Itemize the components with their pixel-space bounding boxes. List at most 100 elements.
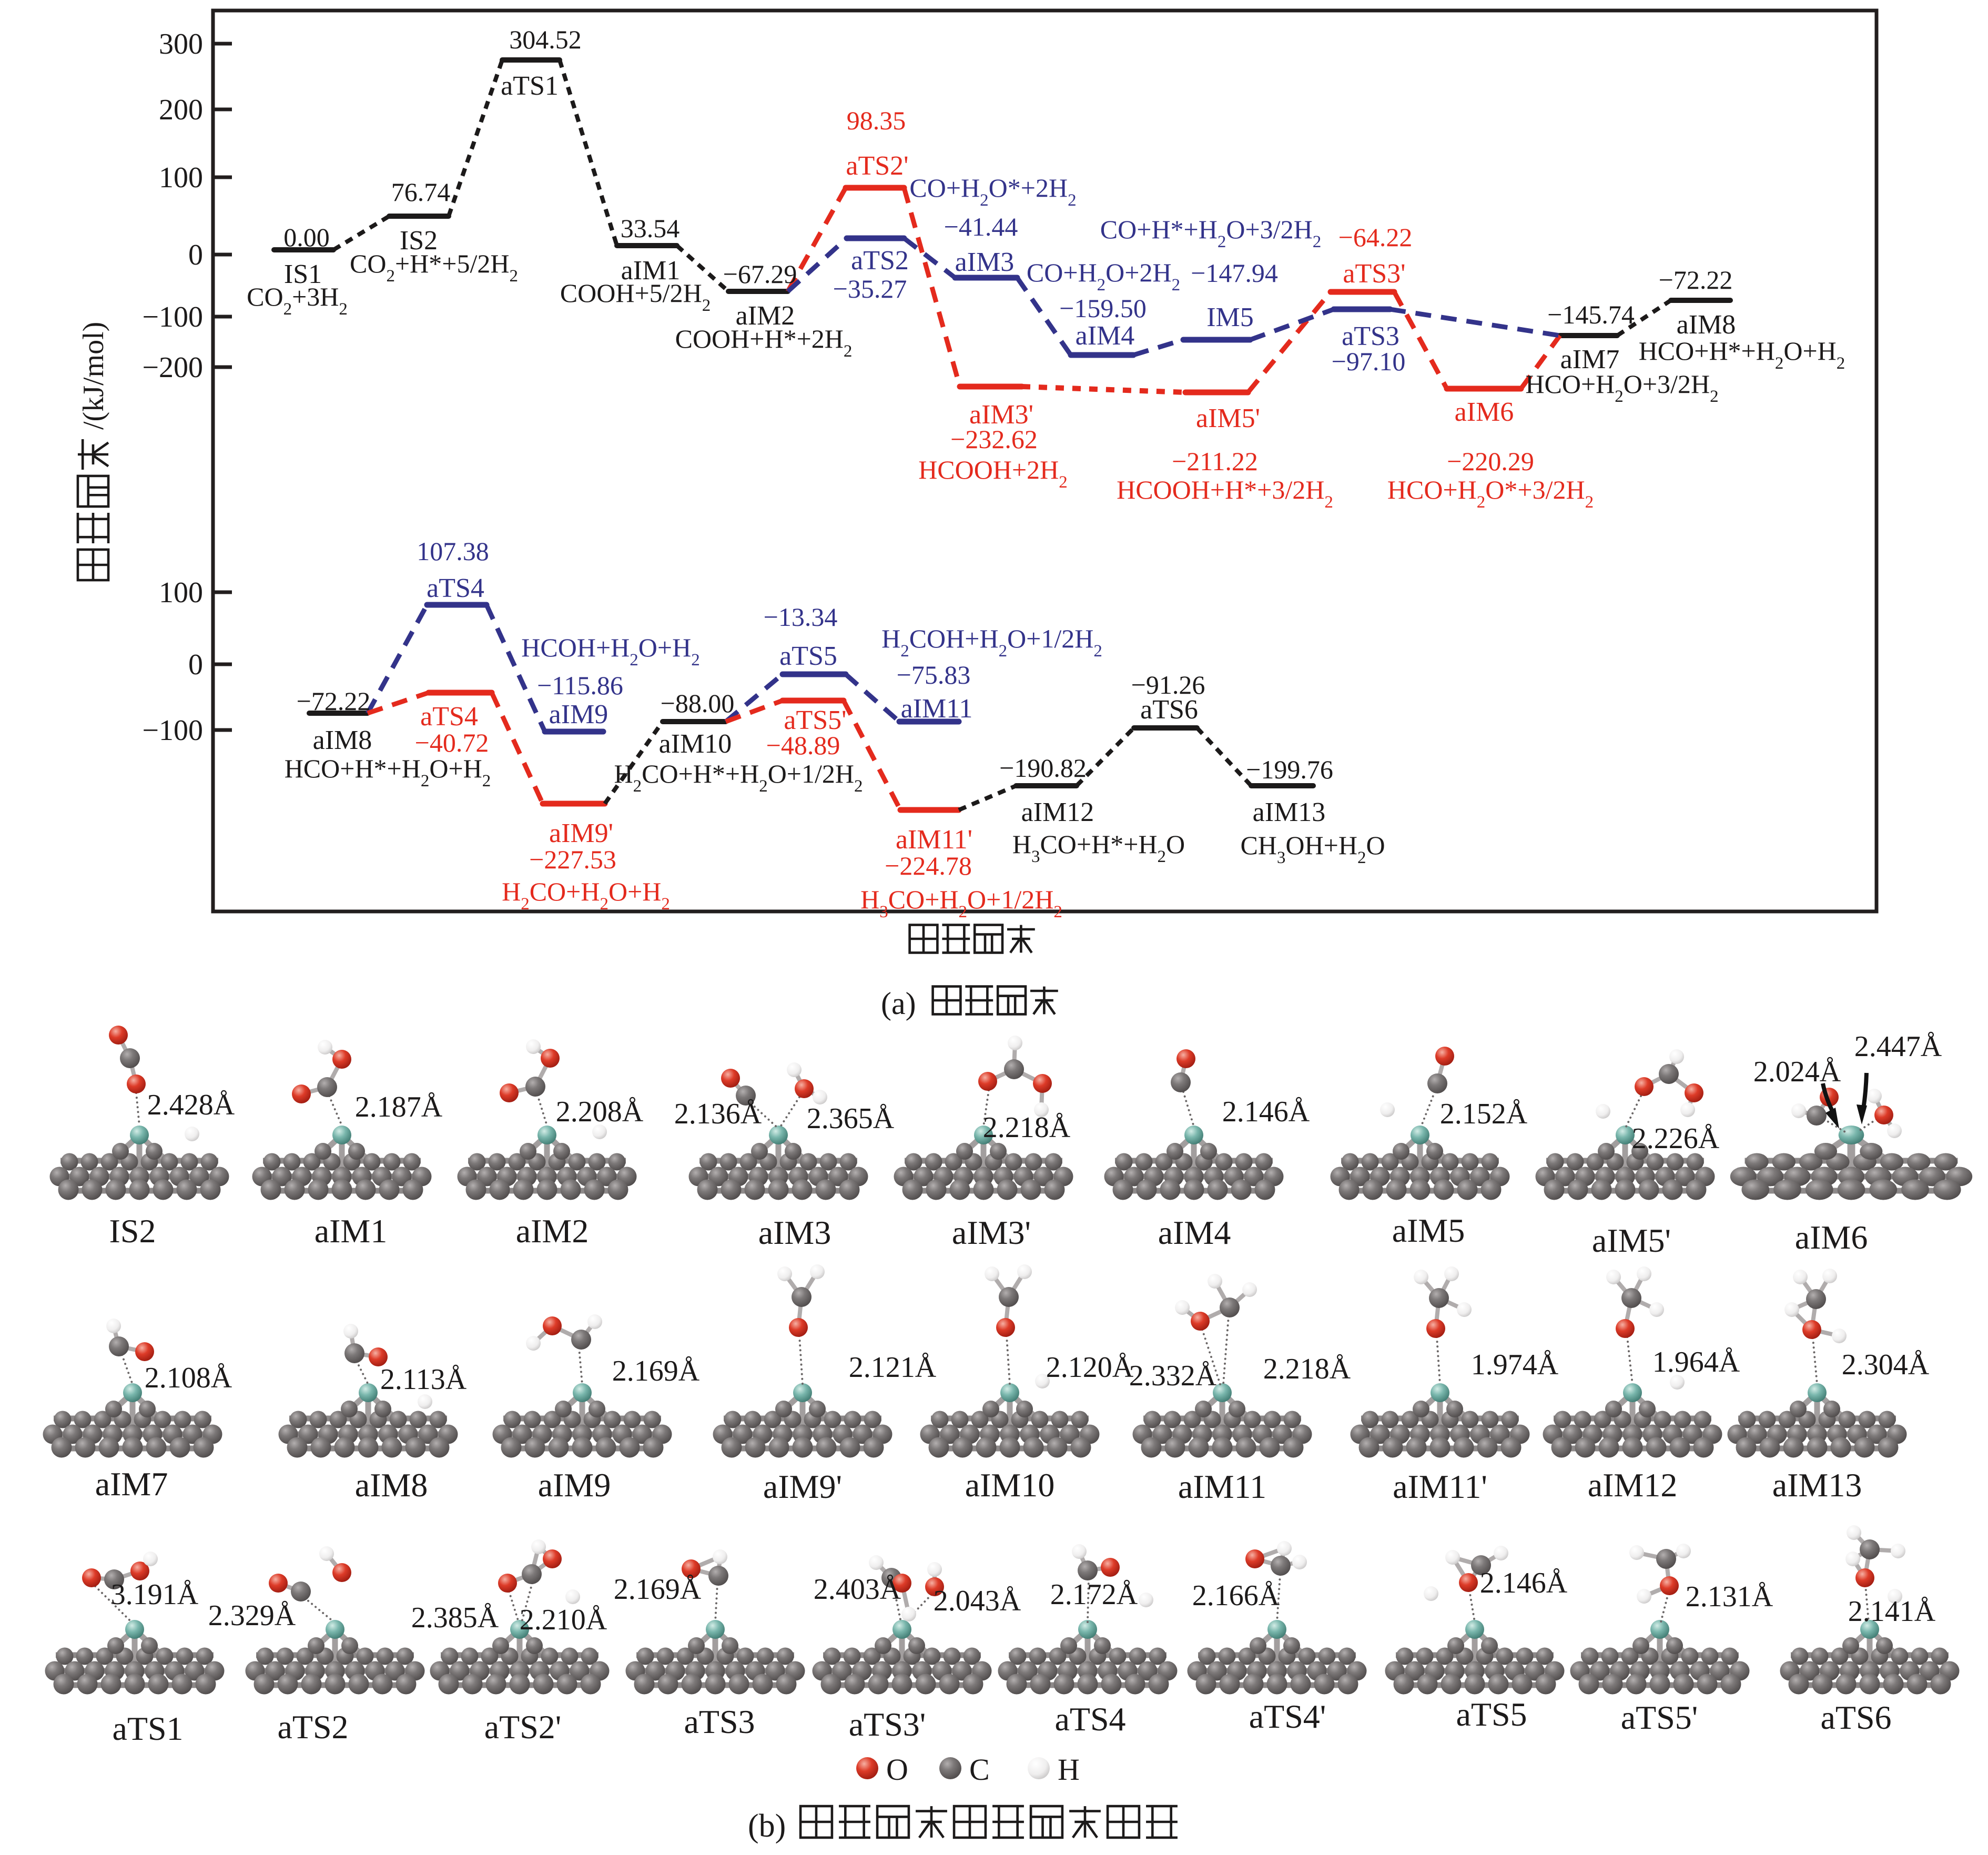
svg-text:aIM3: aIM3 — [955, 247, 1015, 277]
svg-text:2.121Å: 2.121Å — [849, 1351, 937, 1384]
svg-text:33.54: 33.54 — [621, 214, 680, 243]
svg-text:2.218Å: 2.218Å — [983, 1111, 1071, 1144]
svg-text:CO2​+H*+5/2H2​: CO2​+H*+5/2H2​ — [350, 249, 518, 286]
svg-text:H2​CO+H*+H2​O+1/2H2​: H2​CO+H*+H2​O+1/2H2​ — [614, 759, 863, 796]
svg-text:aTS5: aTS5 — [779, 641, 837, 671]
svg-text:aIM2: aIM2 — [516, 1212, 589, 1250]
svg-text:−224.78: −224.78 — [885, 851, 972, 880]
svg-text:CO+H2​O+2H2​: CO+H2​O+2H2​ — [1027, 258, 1180, 295]
svg-text:200: 200 — [159, 94, 203, 126]
svg-text:aIM9: aIM9 — [538, 1466, 611, 1504]
svg-text:2.428Å: 2.428Å — [147, 1089, 235, 1121]
svg-text:CH3​OH+H2​O: CH3​OH+H2​O — [1240, 830, 1385, 867]
svg-text:aIM13: aIM13 — [1253, 797, 1326, 827]
svg-text:2.169Å: 2.169Å — [614, 1573, 702, 1606]
svg-text:aTS1: aTS1 — [501, 71, 559, 101]
svg-text:2.329Å: 2.329Å — [208, 1599, 296, 1632]
svg-text:−115.86: −115.86 — [537, 671, 623, 700]
svg-text:aIM8: aIM8 — [355, 1466, 428, 1504]
svg-text:aIM1: aIM1 — [315, 1212, 388, 1250]
svg-text:aIM8: aIM8 — [313, 725, 372, 755]
svg-text:aTS4: aTS4 — [420, 702, 478, 732]
svg-text:2.024Å: 2.024Å — [1753, 1056, 1841, 1088]
svg-text:0: 0 — [188, 239, 203, 271]
svg-text:H: H — [1058, 1752, 1080, 1787]
svg-text:−40.72: −40.72 — [415, 728, 489, 757]
svg-text:−64.22: −64.22 — [1338, 222, 1413, 252]
svg-text:100: 100 — [159, 576, 203, 609]
svg-text:aTS6: aTS6 — [1140, 695, 1198, 725]
svg-text:CO2​+3H2​: CO2​+3H2​ — [247, 282, 348, 319]
svg-text:aTS5': aTS5' — [784, 705, 846, 735]
svg-text:aIM1: aIM1 — [621, 256, 681, 286]
svg-text:−97.10: −97.10 — [1332, 347, 1406, 376]
svg-text:aIM5: aIM5 — [1392, 1212, 1465, 1249]
svg-text:aIM8: aIM8 — [1677, 310, 1736, 340]
svg-text:HCO+H*+H2​O+H2​: HCO+H*+H2​O+H2​ — [1639, 336, 1845, 373]
svg-text:2.146Å: 2.146Å — [1480, 1567, 1568, 1599]
svg-text:2.218Å: 2.218Å — [1263, 1353, 1351, 1385]
svg-text:HCOOH+H*+3/2H2​: HCOOH+H*+3/2H2​ — [1117, 475, 1333, 512]
svg-text:−41.44: −41.44 — [944, 212, 1018, 241]
svg-text:aTS3': aTS3' — [1343, 259, 1405, 289]
svg-text:−48.89: −48.89 — [766, 731, 840, 760]
svg-text:1.974Å: 1.974Å — [1471, 1349, 1559, 1381]
svg-text:−100: −100 — [142, 301, 203, 333]
svg-text:aIM7: aIM7 — [1560, 344, 1620, 374]
svg-text:2.172Å: 2.172Å — [1050, 1578, 1138, 1611]
svg-text:2.169Å: 2.169Å — [612, 1355, 700, 1387]
svg-text:2.131Å: 2.131Å — [1686, 1580, 1773, 1613]
svg-text:aIM4: aIM4 — [1158, 1214, 1231, 1251]
svg-text:2.152Å: 2.152Å — [1440, 1098, 1528, 1130]
svg-text:−35.27: −35.27 — [833, 274, 907, 303]
svg-text:−227.53: −227.53 — [529, 845, 616, 874]
svg-text:IS2: IS2 — [400, 226, 438, 256]
svg-text:0.00: 0.00 — [283, 222, 330, 252]
svg-text:2.187Å: 2.187Å — [355, 1091, 443, 1123]
svg-text:HCO+H2​O+3/2H2​: HCO+H2​O+3/2H2​ — [1525, 369, 1718, 406]
svg-text:300: 300 — [159, 28, 203, 60]
svg-text:−232.62: −232.62 — [950, 424, 1038, 454]
svg-text:aTS2': aTS2' — [846, 151, 908, 181]
svg-text:aIM5': aIM5' — [1592, 1222, 1671, 1259]
svg-text:aTS6: aTS6 — [1820, 1699, 1891, 1736]
svg-text:2.304Å: 2.304Å — [1842, 1349, 1930, 1381]
svg-text:0: 0 — [188, 648, 203, 681]
svg-text:aTS2: aTS2 — [277, 1708, 348, 1746]
svg-text:aIM11: aIM11 — [1178, 1468, 1266, 1505]
svg-text:aIM5': aIM5' — [1196, 403, 1260, 433]
svg-text:2.043Å: 2.043Å — [934, 1585, 1021, 1617]
svg-text:aTS2: aTS2 — [851, 246, 909, 276]
svg-text:−67.29: −67.29 — [723, 259, 797, 289]
svg-text:98.35: 98.35 — [847, 106, 906, 135]
svg-text:−88.00: −88.00 — [661, 688, 735, 718]
svg-text:aIM6: aIM6 — [1455, 397, 1514, 427]
svg-text:H2​CO+H2​O+H2​: H2​CO+H2​O+H2​ — [502, 877, 670, 914]
svg-text:COOH+H*+2H2​: COOH+H*+2H2​ — [675, 324, 853, 361]
svg-text:76.74: 76.74 — [391, 177, 451, 207]
svg-text:aTS1: aTS1 — [112, 1710, 183, 1747]
svg-text:aIM11': aIM11' — [1393, 1468, 1487, 1505]
svg-text:CO+H2​O*+2H2​: CO+H2​O*+2H2​ — [909, 173, 1076, 210]
svg-text:(a): (a) — [881, 986, 916, 1021]
svg-text:aIM11: aIM11 — [901, 694, 973, 724]
svg-text:aIM9: aIM9 — [549, 700, 608, 729]
svg-text:CO+H*+H2​O+3/2H2​: CO+H*+H2​O+3/2H2​ — [1100, 215, 1321, 251]
svg-text:−159.50: −159.50 — [1059, 293, 1147, 323]
svg-text:2.136Å: 2.136Å — [674, 1098, 762, 1130]
svg-text:2.210Å: 2.210Å — [520, 1604, 607, 1636]
svg-text:aIM11': aIM11' — [896, 825, 972, 855]
svg-text:aTS3': aTS3' — [849, 1706, 926, 1743]
svg-text:1.964Å: 1.964Å — [1652, 1346, 1740, 1378]
svg-text:−200: −200 — [142, 351, 203, 384]
svg-text:aTS3: aTS3 — [684, 1703, 755, 1740]
svg-text:aIM7: aIM7 — [95, 1465, 168, 1503]
svg-text:2.332Å: 2.332Å — [1129, 1360, 1217, 1392]
svg-text:(b): (b) — [748, 1808, 786, 1844]
svg-text:107.38: 107.38 — [417, 536, 489, 566]
svg-text:C: C — [969, 1752, 990, 1787]
svg-text:2.141Å: 2.141Å — [1848, 1595, 1936, 1628]
svg-text:304.52: 304.52 — [509, 25, 582, 54]
svg-text:−199.76: −199.76 — [1246, 755, 1333, 784]
svg-text:100: 100 — [159, 161, 203, 194]
